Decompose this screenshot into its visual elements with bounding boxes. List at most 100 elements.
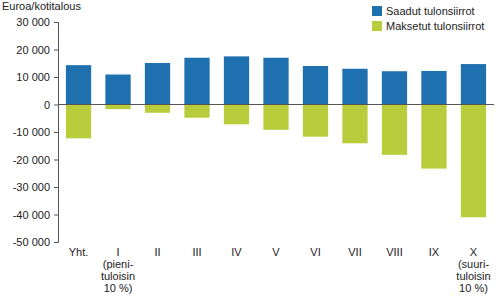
bar (421, 71, 446, 105)
x-tick-label-line: 10 %) (459, 282, 488, 294)
bar (66, 65, 91, 104)
y-tick-mark (54, 160, 58, 161)
x-tick-label: VII (348, 246, 361, 258)
y-tick-mark (54, 215, 58, 216)
chart-svg: 30 000 20 000 10 000 0 -10 000 -20 000 -30 000… (0, 0, 504, 300)
y-tick-label: 10 000 (16, 71, 50, 83)
bar (145, 105, 170, 113)
y-tick-mark (54, 132, 58, 133)
x-tick-label-line: VII (348, 246, 361, 258)
legend-item: Saadut tulonsiirrot (372, 5, 475, 17)
bar (105, 75, 130, 105)
x-tick-label: VIII (386, 246, 403, 258)
y-tick-label: -10 000 (13, 126, 50, 138)
x-tick-label-line: tuloisin (456, 270, 490, 282)
y-axis-line (54, 23, 59, 243)
x-axis: Yht.I(pieni-tuloisin10 %)IIIIIIVVVIVIIVI… (69, 246, 491, 294)
bar (342, 105, 367, 144)
bar (342, 69, 367, 105)
bar (461, 64, 486, 104)
bar (66, 105, 91, 139)
x-tick-label: IV (231, 246, 242, 258)
bar (184, 105, 209, 118)
y-tick-label: -50 000 (13, 236, 50, 248)
x-tick-label: V (272, 246, 280, 258)
x-tick-label: VI (310, 246, 320, 258)
bar (263, 58, 288, 105)
x-tick-label: I(pieni-tuloisin10 %) (101, 246, 135, 294)
y-tick-mark (54, 22, 58, 23)
y-tick-label: 0 (44, 99, 50, 111)
y-tick: -50 000 (13, 236, 58, 248)
legend-label: Maksetut tulonsiirrot (386, 20, 484, 32)
x-tick-label-line: VI (310, 246, 320, 258)
y-tick-mark (54, 242, 58, 243)
chart-container: 30 000 20 000 10 000 0 -10 000 -20 000 -30 000… (0, 0, 504, 300)
bar (224, 56, 249, 104)
y-tick-mark (54, 77, 58, 78)
y-tick: -20 000 (13, 154, 58, 166)
y-tick-label: 30 000 (16, 16, 50, 28)
x-tick-label-line: I (116, 246, 119, 258)
y-tick-label: -30 000 (13, 181, 50, 193)
y-tick: 10 000 (16, 71, 58, 83)
x-tick: II (154, 246, 160, 258)
bar (105, 105, 130, 110)
x-tick-label: Yht. (69, 246, 89, 258)
x-tick-label-line: IV (231, 246, 242, 258)
x-tick-label-line: III (192, 246, 201, 258)
x-tick: V (272, 246, 280, 258)
bar (145, 63, 170, 105)
bars (66, 56, 486, 217)
x-tick-label-line: VIII (386, 246, 403, 258)
x-tick-label-line: II (154, 246, 160, 258)
bar (461, 105, 486, 218)
x-tick-label: II (154, 246, 160, 258)
y-tick: 0 (44, 99, 58, 111)
bar (224, 105, 249, 125)
y-tick: -10 000 (13, 126, 58, 138)
x-tick-label-line: IX (429, 246, 440, 258)
x-tick-label-line: X (470, 246, 478, 258)
legend-swatch (372, 21, 382, 31)
bar (303, 66, 328, 105)
bar (184, 58, 209, 105)
bar (382, 105, 407, 155)
x-tick-label: X(suuri-tuloisin10 %) (456, 246, 490, 294)
x-tick-label-line: (pieni- (103, 258, 134, 270)
x-tick: IX (429, 246, 440, 258)
legend: Saadut tulonsiirrot Maksetut tulonsiirrot (372, 5, 484, 32)
y-tick-label: -40 000 (13, 209, 50, 221)
x-tick-label-line: Yht. (69, 246, 89, 258)
x-tick-label-line: tuloisin (101, 270, 135, 282)
x-tick: VIII (386, 246, 403, 258)
y-tick-label: 20 000 (16, 44, 50, 56)
bar (303, 105, 328, 137)
y-tick-mark (54, 50, 58, 51)
legend-swatch (372, 6, 382, 16)
y-tick: 30 000 (16, 16, 58, 28)
x-tick-label-line: V (272, 246, 280, 258)
y-tick: -40 000 (13, 209, 58, 221)
y-axis-title: Euroa/kotitalous (2, 0, 81, 12)
legend-label: Saadut tulonsiirrot (386, 5, 475, 17)
y-tick-mark (54, 187, 58, 188)
y-axis: 30 000 20 000 10 000 0 -10 000 -20 000 -30 000… (13, 16, 59, 248)
x-tick: X(suuri-tuloisin10 %) (456, 246, 490, 294)
x-tick: IV (231, 246, 242, 258)
zero-line (58, 104, 494, 105)
x-tick-label: III (192, 246, 201, 258)
y-tick: 20 000 (16, 44, 58, 56)
y-tick-label: -20 000 (13, 154, 50, 166)
x-tick: I(pieni-tuloisin10 %) (101, 246, 135, 294)
y-tick-mark (54, 105, 58, 106)
x-tick: VII (348, 246, 361, 258)
x-tick-label-line: 10 %) (104, 282, 133, 294)
bar (263, 105, 288, 130)
x-tick-label: IX (429, 246, 440, 258)
bar (382, 71, 407, 104)
legend-item: Maksetut tulonsiirrot (372, 20, 484, 32)
x-tick-label-line: (suuri- (458, 258, 490, 270)
x-tick: VI (310, 246, 320, 258)
bar (421, 105, 446, 169)
